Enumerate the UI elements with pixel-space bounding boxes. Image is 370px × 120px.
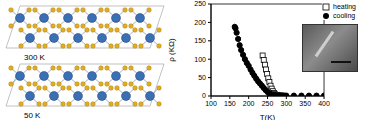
svg-text:50: 50: [198, 74, 206, 81]
svg-text:T(K): T(K): [260, 113, 276, 120]
svg-text:100: 100: [205, 100, 217, 107]
svg-text:150: 150: [194, 37, 206, 44]
html-text:cooling: cooling: [333, 12, 356, 19]
svg-text:300 K: 300 K: [24, 53, 46, 62]
svg-text:0: 0: [202, 92, 206, 99]
svg-text:300: 300: [281, 100, 293, 107]
svg-text:100: 100: [194, 56, 206, 63]
html-text:heating: heating: [333, 3, 356, 10]
svg-text:400: 400: [318, 100, 330, 107]
svg-text:50 K: 50 K: [24, 111, 41, 120]
svg-text:200: 200: [194, 19, 206, 26]
svg-text:150: 150: [224, 100, 236, 107]
svg-text:250: 250: [262, 100, 274, 107]
svg-text:ρ (KΩ): ρ (KΩ): [167, 38, 176, 62]
svg-text:350: 350: [299, 100, 311, 107]
svg-text:250: 250: [194, 0, 206, 7]
svg-text:200: 200: [243, 100, 255, 107]
